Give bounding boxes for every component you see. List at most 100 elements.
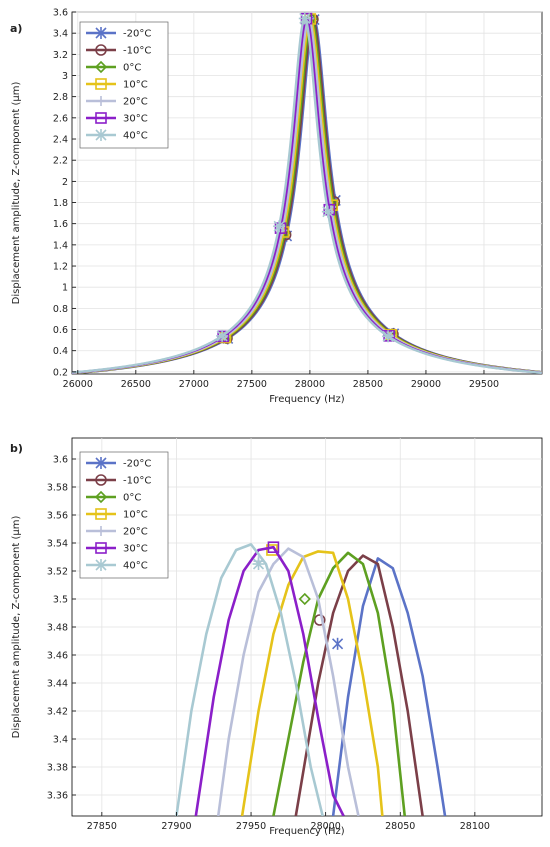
y-tick-label: 3.38 <box>47 763 68 774</box>
series-line-6 <box>175 543 324 816</box>
legend-marker-3 <box>95 508 107 520</box>
y-tick-label: 1.8 <box>53 198 68 209</box>
series-line-0 <box>331 557 447 816</box>
legend-entry-2: 0°C <box>123 63 141 74</box>
y-tick-label: 3.44 <box>47 679 68 690</box>
y-tick-label: 1.2 <box>53 262 68 273</box>
y-tick-label: 1.4 <box>53 240 68 251</box>
y-tick-label: 0.6 <box>53 325 68 336</box>
x-tick-label: 28500 <box>353 379 383 390</box>
panel-a-legend: -20°C -10°C 0°C 10°C 20°C 30°C 40°C <box>79 21 169 149</box>
y-tick-label: 3.4 <box>53 29 68 40</box>
legend-entry-3: 10°C <box>123 510 148 521</box>
legend-marker-5 <box>95 112 107 124</box>
panel-b-series <box>175 541 447 816</box>
series-line-3 <box>240 550 384 816</box>
y-tick-label: 3.2 <box>53 50 68 61</box>
x-tick-label: 26000 <box>63 379 93 390</box>
legend-marker-1 <box>95 44 107 56</box>
panel-a-x-axis-label: Frequency (Hz) <box>269 394 345 405</box>
y-tick-label: 2.2 <box>53 156 68 167</box>
x-tick-label: 27000 <box>179 379 209 390</box>
legend-marker-6 <box>95 129 107 141</box>
panel-a-label: a) <box>10 22 22 35</box>
panel-b-x-axis-label: Frequency (Hz) <box>269 826 345 837</box>
y-tick-label: 3.46 <box>47 651 68 662</box>
y-tick-label: 2.6 <box>53 113 68 124</box>
y-tick-label: 3.6 <box>53 455 68 466</box>
x-tick-label: 28100 <box>460 821 490 832</box>
y-tick-label: 2.4 <box>53 135 68 146</box>
x-tick-label: 26500 <box>121 379 151 390</box>
y-tick-label: 3.48 <box>47 623 68 634</box>
panel-b-label: b) <box>10 442 23 455</box>
legend-marker-4 <box>96 526 106 536</box>
y-tick-label: 3.54 <box>47 539 68 550</box>
legend-marker-1 <box>95 474 107 486</box>
legend-entry-1: -10°C <box>123 476 151 487</box>
panel-b-chart: b) 27850 27900 27950 28000 28050 28100 3.36 3.3… <box>10 437 543 837</box>
series-marker-6 <box>321 205 334 218</box>
y-tick-label: 3.4 <box>53 735 68 746</box>
legend-marker-0 <box>95 27 107 39</box>
legend-entry-5: 30°C <box>123 544 148 555</box>
series-marker-2 <box>298 592 311 606</box>
legend-entry-4: 20°C <box>123 97 148 108</box>
x-tick-label: 29000 <box>411 379 441 390</box>
series-line-5 <box>194 545 345 816</box>
legend-entry-0: -20°C <box>123 459 151 470</box>
series-marker-6 <box>382 330 395 343</box>
series-marker-6 <box>216 329 229 342</box>
y-tick-label: 2 <box>62 177 68 188</box>
legend-marker-2 <box>94 60 108 74</box>
legend-entry-5: 30°C <box>123 114 148 125</box>
legend-entry-3: 10°C <box>123 80 148 91</box>
series-marker-1 <box>313 614 326 626</box>
panel-b-ticks: 27850 27900 27950 28000 28050 28100 3.36 3.38 3.… <box>47 455 490 833</box>
x-tick-label: 27950 <box>236 821 266 832</box>
y-tick-label: 3.58 <box>47 483 68 494</box>
legend-marker-4 <box>96 96 106 106</box>
x-tick-label: 27900 <box>161 821 191 832</box>
panel-a-series <box>72 12 542 374</box>
legend-entry-6: 40°C <box>123 561 148 572</box>
legend-entry-0: -20°C <box>123 29 151 40</box>
y-tick-label: 3.6 <box>53 8 68 19</box>
y-tick-label: 0.8 <box>53 304 68 315</box>
x-tick-label: 27850 <box>87 821 117 832</box>
series-marker-3 <box>266 544 278 556</box>
legend-entry-1: -10°C <box>123 46 151 57</box>
y-tick-label: 1 <box>62 283 68 294</box>
series-marker-6 <box>273 220 286 233</box>
y-tick-label: 3.56 <box>47 511 68 522</box>
legend-marker-3 <box>95 78 107 90</box>
series-line-1 <box>294 554 424 816</box>
series-marker-5 <box>267 541 280 554</box>
y-tick-label: 3.5 <box>53 595 68 606</box>
series-marker-6 <box>252 558 265 570</box>
x-tick-label: 28050 <box>385 821 415 832</box>
x-tick-label: 29500 <box>469 379 499 390</box>
y-tick-label: 2.8 <box>53 92 68 103</box>
series-marker-0 <box>332 637 344 650</box>
panel-a-ticks: 26000 26500 27000 27500 28000 28500 29000 29500… <box>53 8 499 391</box>
legend-entry-4: 20°C <box>123 527 148 538</box>
y-tick-label: 3.42 <box>47 707 68 718</box>
legend-entry-2: 0°C <box>123 493 141 504</box>
legend-entry-6: 40°C <box>123 131 148 142</box>
panel-b-y-axis-label: Displacement amplitude, Z-component (μm) <box>11 516 22 739</box>
legend-marker-6 <box>95 559 107 571</box>
legend-marker-0 <box>95 457 107 469</box>
series-line-4 <box>216 547 360 816</box>
legend-marker-5 <box>95 542 107 554</box>
series-line-2 <box>272 551 407 816</box>
y-tick-label: 3.52 <box>47 567 68 578</box>
legend-marker-2 <box>94 490 108 504</box>
panel-a-y-axis-label: Displacement amplitude, Z-component (μm) <box>11 82 22 305</box>
panel-a-chart: a) 26000 26500 27000 27500 28000 28500 29000 29… <box>10 8 543 405</box>
series-marker-6 <box>298 12 311 25</box>
x-tick-label: 27500 <box>237 379 267 390</box>
x-tick-label: 28000 <box>311 821 341 832</box>
